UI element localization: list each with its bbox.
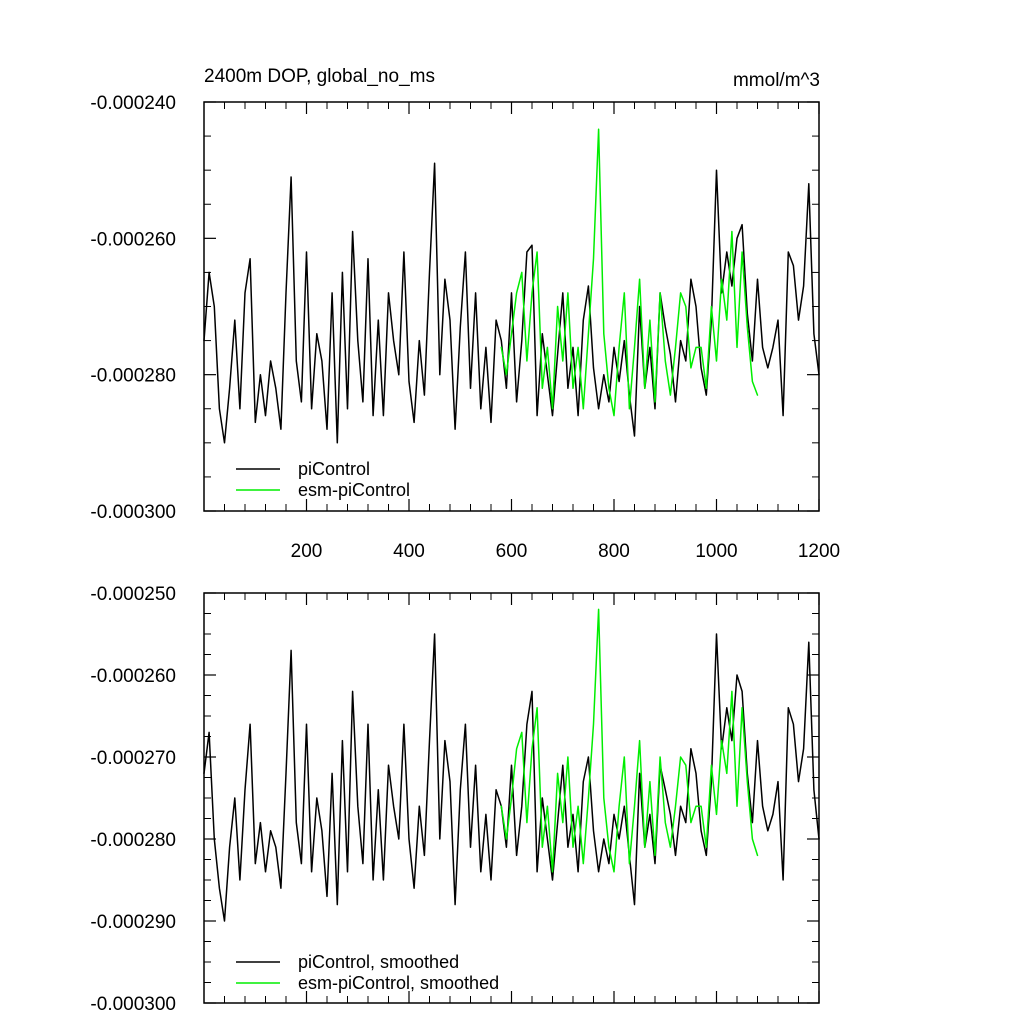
y-tick-label: -0.000300 [90,502,176,523]
top-legend: piControl esm-piControl [236,459,410,500]
y-tick-label: -0.000280 [90,830,176,851]
chart-title: 2400m DOP, global_no_ms [204,66,435,87]
y-tick-label: -0.000260 [90,666,176,687]
series-line-picontrol [203,162,820,444]
x-tick-label: 800 [598,541,630,562]
y-tick-label: -0.000250 [90,584,176,605]
top-tick-layer: 200 400 600 800 1000 1200 -0.000240 -0.000260 -0… [90,93,840,562]
bottom-tick-layer: -0.000250 -0.000260 -0.000270 -0.000280 -0.0… [90,584,820,1015]
bottom-series-layer [203,608,820,922]
y-tick-label: -0.000290 [90,912,176,933]
x-tick-label: 1200 [798,541,840,562]
top-series-layer [203,128,820,444]
y-tick-label: -0.000260 [90,229,176,250]
y-tick-label: -0.000280 [90,366,176,387]
legend-label-esm-piControl: esm-piControl [298,480,410,500]
units-label: mmol/m^3 [733,70,820,91]
legend-label-esm-piControl-smoothed: esm-piControl, smoothed [298,973,499,993]
legend-label-piControl-smoothed: piControl, smoothed [298,952,459,972]
legend-label-piControl: piControl [298,459,370,479]
top-panel: 2400m DOP, global_no_ms mmol/m^3 200 400 6… [90,66,840,562]
y-tick-label: -0.000240 [90,93,176,114]
series-line-esm-picontrol-smoothed [500,608,759,873]
x-tick-label: 400 [393,541,425,562]
bottom-panel: -0.000250 -0.000260 -0.000270 -0.000280 -0.0… [90,584,820,1015]
bottom-legend: piControl, smoothed esm-piControl, smoot… [236,952,499,993]
series-line-picontrol-smoothed [203,633,820,922]
y-tick-label: -0.000300 [90,994,176,1015]
x-tick-label: 200 [291,541,323,562]
x-tick-label: 1000 [695,541,737,562]
y-tick-label: -0.000270 [90,748,176,769]
x-tick-label: 600 [496,541,528,562]
series-line-esm-picontrol [500,128,759,417]
